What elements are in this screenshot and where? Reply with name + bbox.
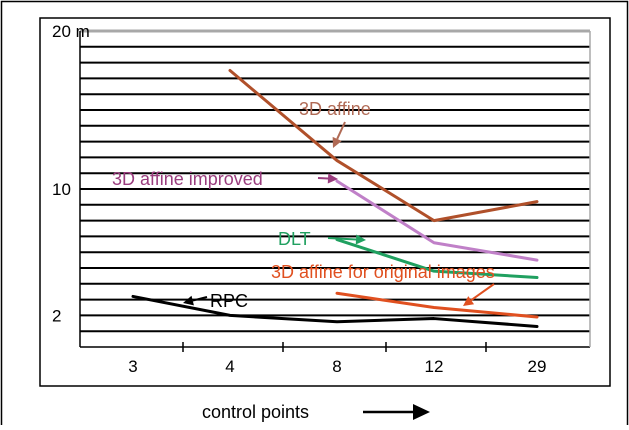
label-arrow	[470, 283, 495, 302]
label-arrowhead	[183, 295, 194, 306]
label-arrow	[327, 237, 357, 241]
series-line	[335, 238, 539, 279]
x-tick-label: 12	[425, 357, 444, 376]
x-tick-label: 8	[332, 357, 341, 376]
label-arrow	[317, 177, 329, 180]
series-lines	[131, 69, 539, 328]
series-labels: 3D affine 3D affine improved DLT 3D affine …	[112, 99, 495, 311]
x-tick-label: 3	[128, 357, 137, 376]
y-tick-label: 2	[52, 306, 61, 325]
x-axis-arrow	[363, 404, 430, 420]
x-tick-label: 4	[225, 357, 234, 376]
series-label: 3D affine for original images	[271, 262, 495, 282]
label-arrowhead	[463, 296, 475, 306]
tick-labels: 3 4 8 12 29 2 10 20 m	[52, 22, 546, 376]
series-label: 3D affine improved	[112, 169, 263, 189]
label-arrow	[336, 121, 346, 140]
series-line	[228, 69, 539, 223]
y-tick-label: 10	[52, 180, 71, 199]
inner-frame	[39, 17, 611, 387]
series-label: 3D affine	[299, 99, 371, 119]
label-arrowhead	[332, 136, 342, 148]
series-label: RPC	[210, 291, 248, 311]
series-label: DLT	[278, 229, 311, 249]
series-line	[335, 291, 539, 319]
y-tick-label: 20 m	[52, 22, 90, 41]
label-arrowhead	[355, 234, 366, 245]
x-tick-label: 29	[528, 357, 547, 376]
label-arrow	[192, 296, 208, 302]
label-arrowhead	[327, 173, 338, 184]
series-line	[131, 294, 539, 328]
series-line	[335, 179, 539, 262]
axes	[79, 31, 591, 352]
x-axis-label: control points	[202, 402, 309, 422]
